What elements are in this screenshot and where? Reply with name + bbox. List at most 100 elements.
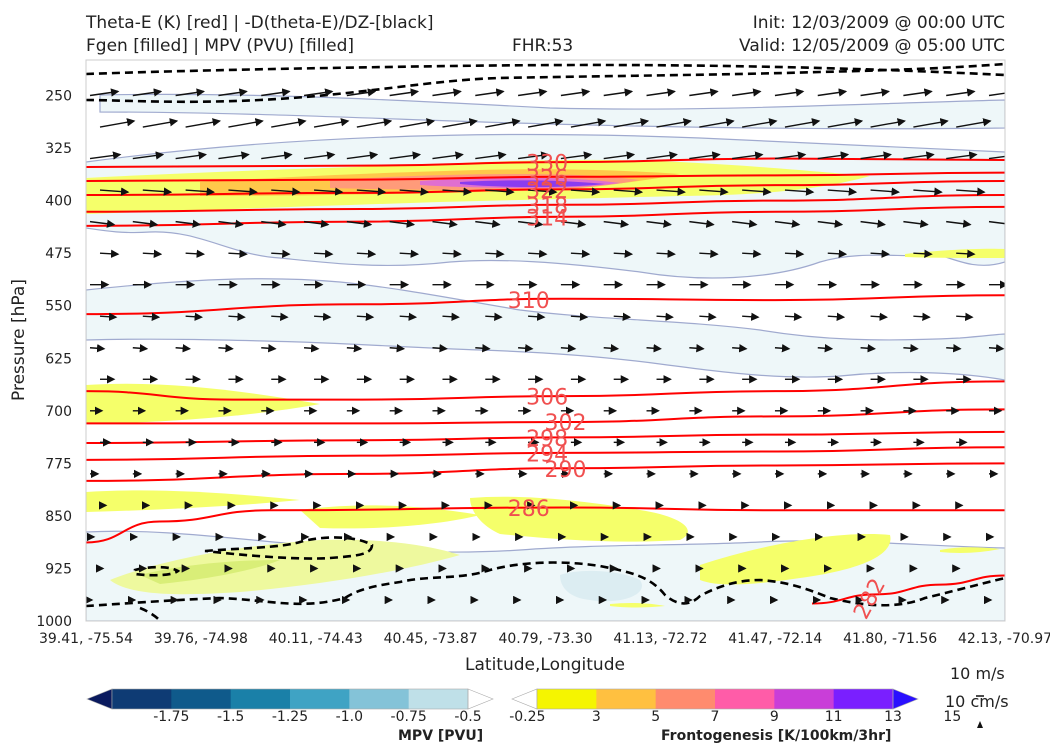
wind-vector: [956, 312, 974, 321]
wind-vector: [560, 219, 587, 228]
wind-vector: [988, 220, 1005, 225]
wind-vector: [699, 118, 735, 128]
colorbar-tick-label: 11: [824, 709, 843, 725]
wind-vector: [689, 219, 715, 228]
wind-vector: [132, 151, 165, 160]
wind-vector: [228, 249, 248, 258]
colorbar-tick-label: 9: [769, 709, 779, 725]
wind-vector: [89, 88, 120, 97]
wind-vector: [827, 187, 858, 196]
wind-vector: [988, 92, 1005, 97]
colorbar-tick-label: -0.25: [509, 709, 546, 725]
wind-vector: [356, 312, 375, 321]
wind-vector: [903, 88, 933, 97]
wind-vector: [699, 312, 717, 321]
wind-vector: [860, 219, 886, 228]
colorbar-swatch: [171, 689, 232, 709]
wind-vector: [646, 151, 678, 160]
wind-vector: [732, 88, 762, 97]
theta-e-contour: [86, 380, 1005, 401]
wind-vector-layer: [86, 88, 1005, 605]
theta-e-label: 314: [526, 207, 568, 232]
wind-vector: [903, 151, 935, 160]
wind-vector: [827, 118, 864, 128]
wind-vector: [613, 312, 632, 321]
wind-vector: [475, 344, 491, 353]
theta-e-contour: [86, 193, 1005, 213]
wind-vector: [613, 187, 644, 196]
wind-vector: [99, 118, 136, 128]
wind-vector: [271, 249, 291, 258]
wind-vector: [399, 312, 418, 321]
wind-vector: [742, 312, 760, 321]
wind-vector: [742, 187, 772, 196]
colorbar-tick-label: 15: [943, 709, 962, 725]
wind-vector: [646, 344, 662, 353]
wind-vector: [646, 219, 672, 228]
wind-vector: [956, 187, 986, 196]
wind-vector: [560, 88, 591, 97]
init-time: Init: 12/03/2009 @ 00:00 UTC: [752, 13, 1005, 33]
wind-vector: [699, 249, 719, 258]
wind-vector: [399, 118, 436, 128]
wind-vector: [528, 187, 558, 196]
wind-vector: [485, 118, 521, 128]
wind-vector: [946, 151, 978, 160]
theta-e-contour: [86, 205, 1005, 227]
wind-vector: [399, 249, 420, 258]
x-axis: 39.41, -75.54 39.76, -74.98 40.11, -74.43 4…: [39, 631, 1050, 647]
wind-vector: [656, 312, 674, 321]
wind-vector: [228, 187, 258, 196]
wind-vector: [271, 187, 301, 196]
wind-vector: [732, 344, 748, 353]
mpv-colorbar: [86, 688, 494, 710]
x-tick-label: 40.79, -73.30: [498, 631, 592, 647]
wind-vector: [185, 187, 216, 196]
theta-e-contour: [812, 574, 1005, 605]
wind-vector: [870, 249, 890, 258]
wind-vector: [774, 219, 801, 228]
colorbar-extend-low: [511, 688, 538, 710]
wind-vector: [261, 219, 287, 228]
wind-vector: [303, 88, 334, 97]
wind-vector: [346, 151, 379, 160]
wind-vector: [218, 344, 234, 353]
wind-vector: [89, 219, 116, 228]
y-axis-label: Pressure [hPa]: [9, 279, 29, 401]
wind-vector: [475, 219, 501, 228]
colorbars: [86, 688, 919, 710]
wind-vector: [656, 187, 686, 196]
wind-vector: [528, 249, 548, 258]
frontogenesis-colorbar: [511, 688, 919, 710]
frontogenesis-colorbar-title: Frontogenesis [K/100km/3hr]: [661, 728, 892, 744]
colorbar-extend-high: [892, 688, 919, 710]
colorbar-tick-label: 3: [591, 709, 601, 725]
wind-vector: [142, 187, 173, 196]
wind-vector: [132, 88, 163, 97]
wind-vector: [399, 187, 430, 196]
colorbar-swatch: [537, 689, 597, 709]
wind-vector: [817, 151, 850, 160]
theta-e-label: 294: [526, 442, 568, 467]
wind-vector: [218, 219, 244, 228]
colorbar-swatch: [408, 689, 469, 709]
wind-vector: [132, 344, 149, 353]
wind-vector: [228, 118, 264, 128]
wind-vector: [603, 219, 630, 228]
wind-vector: [99, 187, 130, 196]
wind-vector: [988, 344, 1005, 353]
wind-vector: [784, 187, 815, 196]
theta-e-label: 322: [526, 179, 568, 204]
wind-vector: [913, 118, 949, 128]
wind-vector: [774, 88, 805, 97]
y-tick-label: 700: [45, 404, 72, 420]
theta-e-contour: [86, 157, 1005, 168]
wind-vector: [175, 219, 202, 228]
y-tick-label: 325: [45, 141, 72, 157]
wind-vector: [817, 344, 834, 353]
wind-vector: [261, 88, 291, 97]
colorbar-swatch: [230, 689, 291, 709]
wind-vector: [346, 344, 363, 353]
wind-vector: [613, 118, 650, 128]
